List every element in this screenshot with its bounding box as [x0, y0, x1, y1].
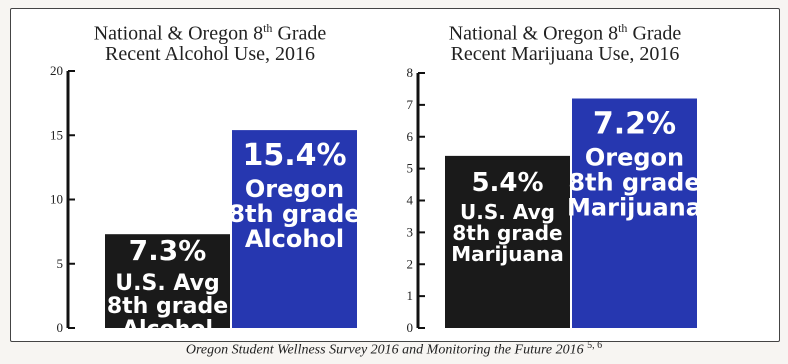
- bar-data-label: U.S. Avg: [460, 200, 555, 224]
- y-tick-label: 15: [50, 127, 63, 142]
- bar-data-label: 5.4%: [471, 168, 543, 198]
- y-tick-label: 6: [407, 129, 414, 144]
- y-tick-label: 2: [407, 256, 414, 271]
- alcohol-chart: National & Oregon 8th Grade Recent Alcoh…: [40, 8, 380, 340]
- y-tick-label: 4: [407, 193, 414, 208]
- y-tick-label: 10: [50, 192, 63, 207]
- y-tick-label: 0: [57, 320, 64, 335]
- alcohol-chart-title: National & Oregon 8th Grade Recent Alcoh…: [93, 21, 327, 65]
- bar-data-label: Marijuana: [567, 194, 702, 222]
- bar: [105, 234, 230, 328]
- bar: [445, 155, 570, 328]
- bar: [572, 98, 697, 328]
- bar-data-label: 8th grade: [228, 200, 360, 228]
- bar-data-label: Alcohol: [122, 317, 213, 340]
- y-tick-label: 5: [57, 256, 64, 271]
- y-tick-label: 0: [407, 320, 414, 335]
- y-tick-label: 7: [407, 97, 414, 112]
- marijuana-chart-title: National & Oregon 8th Grade Recent Marij…: [448, 21, 682, 65]
- y-tick-label: 5: [407, 161, 414, 176]
- bar: [232, 130, 357, 328]
- y-tick-label: 8: [407, 65, 414, 80]
- bar-data-label: 8th grade: [568, 169, 700, 197]
- y-tick-label: 20: [50, 63, 63, 78]
- source-caption: Oregon Student Wellness Survey 2016 and …: [185, 340, 603, 358]
- bar-data-label: Oregon: [585, 144, 684, 172]
- bar-data-label: Oregon: [245, 175, 344, 203]
- y-tick-label: 3: [407, 224, 414, 239]
- bar-data-label: Marijuana: [451, 242, 563, 266]
- y-tick-label: 1: [407, 288, 414, 303]
- marijuana-chart: National & Oregon 8th Grade Recent Marij…: [400, 8, 730, 340]
- bar-data-label: 8th grade: [452, 221, 562, 245]
- bar-data-label: 7.2%: [593, 107, 676, 142]
- bar-data-label: U.S. Avg: [115, 271, 219, 296]
- bar-data-label: 15.4%: [242, 138, 346, 173]
- bar-data-label: Alcohol: [245, 225, 344, 253]
- bar-data-label: 7.3%: [129, 234, 207, 267]
- bar-data-label: 8th grade: [107, 294, 228, 319]
